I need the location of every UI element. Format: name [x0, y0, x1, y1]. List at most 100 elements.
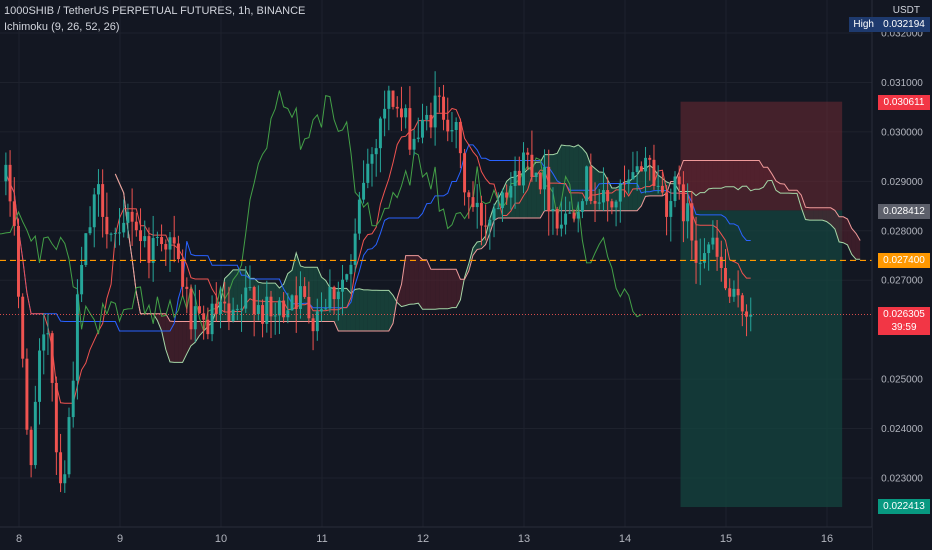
high-label-name: High	[849, 17, 878, 32]
cloud-segment	[830, 207, 835, 229]
candle-body	[223, 301, 227, 304]
cloud-segment	[401, 255, 406, 307]
candle-body	[181, 259, 185, 287]
price-tick-label: 0.028000	[881, 226, 923, 237]
high-label-value: 0.032194	[878, 17, 930, 32]
candle-body	[526, 152, 530, 155]
cloud-segment	[696, 160, 701, 196]
price-axis-bg	[872, 0, 932, 550]
cloud-segment	[355, 288, 360, 331]
candle-body	[294, 295, 298, 309]
candle-body	[298, 286, 302, 309]
candle-body	[399, 108, 403, 118]
candle-body	[332, 286, 336, 300]
candle-body	[101, 184, 105, 217]
candle-body	[303, 286, 307, 297]
time-tick-label: 15	[720, 533, 732, 545]
time-axis[interactable]: 8 9 10 11 12 13 14 15 16	[0, 526, 872, 550]
candle-body	[702, 253, 706, 263]
candle-body	[235, 308, 239, 310]
candle-body	[12, 201, 16, 226]
candle-body	[589, 166, 593, 202]
price-tick-label: 0.023000	[881, 474, 923, 485]
candle-body	[126, 211, 130, 223]
price-tick-label: 0.025000	[881, 375, 923, 386]
cloud-segment	[818, 207, 823, 221]
candle-body	[639, 166, 643, 172]
cloud-segment	[839, 216, 844, 243]
time-tick-label: 16	[821, 533, 833, 545]
candle-body	[75, 294, 79, 381]
candle-body	[383, 108, 387, 119]
candle-body	[601, 190, 605, 203]
candle-body	[559, 224, 563, 229]
cloud-segment	[397, 284, 402, 307]
candle-body	[147, 236, 151, 263]
time-axis-bg	[0, 527, 872, 550]
candle-body	[240, 308, 244, 310]
cloud-segment	[813, 207, 819, 221]
cloud-segment	[780, 183, 785, 194]
time-tick-label: 8	[16, 533, 22, 545]
candle-body	[328, 286, 332, 309]
cloud-segment	[182, 321, 187, 363]
symbol-title[interactable]: 1000SHIB / TetherUS PERPETUAL FUTURES, 1…	[4, 5, 306, 17]
candle-body	[176, 243, 180, 260]
candle-body	[80, 264, 84, 295]
price-tick-label: 0.029000	[881, 177, 923, 188]
candle-body	[63, 474, 67, 484]
time-tick-label: 11	[316, 533, 327, 545]
candle-body	[471, 197, 475, 208]
candle-body	[576, 211, 580, 219]
cloud-segment	[418, 255, 423, 310]
cloud-segment	[712, 160, 718, 189]
cloud-segment	[233, 269, 238, 322]
candle-body	[370, 154, 374, 164]
cloud-segment	[742, 160, 747, 187]
candle-body	[492, 208, 496, 220]
price-axis[interactable]: 0.032000 0.031000 0.030000 0.029000 0.028000…	[871, 0, 932, 550]
candle-body	[244, 287, 248, 309]
cloud-segment	[847, 218, 852, 255]
candle-body	[46, 333, 50, 335]
candle-body	[479, 202, 483, 226]
cloud-segment	[380, 290, 385, 331]
candle-body	[429, 114, 433, 128]
stop-loss-zone	[680, 101, 843, 211]
position-zones	[680, 101, 843, 508]
candle-body	[513, 170, 517, 186]
indicator-legend[interactable]: Ichimoku (9, 26, 52, 26)	[4, 21, 120, 33]
cloud-segment	[565, 145, 570, 211]
horizontal-lines	[0, 259, 872, 315]
cloud-segment	[754, 160, 760, 190]
candle-body	[96, 184, 100, 195]
price-tick-label: 0.032000	[881, 29, 923, 40]
candle-body	[496, 208, 500, 210]
candle-body	[210, 303, 214, 335]
candle-body	[84, 233, 88, 265]
candle-body	[139, 230, 143, 242]
cloud-segment	[645, 165, 650, 197]
cloud-segment	[477, 241, 482, 250]
candle-body	[522, 152, 525, 186]
candle-body	[597, 202, 601, 204]
candle-body	[698, 262, 702, 264]
cloud-segment	[237, 269, 242, 322]
candle-body	[261, 305, 265, 324]
candle-body	[256, 305, 260, 315]
cloud-segment	[851, 228, 856, 260]
cloud-segment	[801, 195, 806, 220]
cloud-segment	[384, 290, 389, 331]
cloud-segment	[363, 289, 368, 331]
candle-body	[454, 121, 458, 131]
candle-body	[105, 216, 109, 235]
candles	[4, 71, 753, 493]
candle-body	[736, 288, 740, 296]
candle-body	[673, 176, 677, 202]
candle-body	[374, 148, 378, 155]
price-tick-label: 0.027000	[881, 276, 923, 287]
cloud-segment	[186, 321, 192, 354]
candle-body	[349, 264, 353, 275]
cloud-segment	[409, 255, 415, 305]
